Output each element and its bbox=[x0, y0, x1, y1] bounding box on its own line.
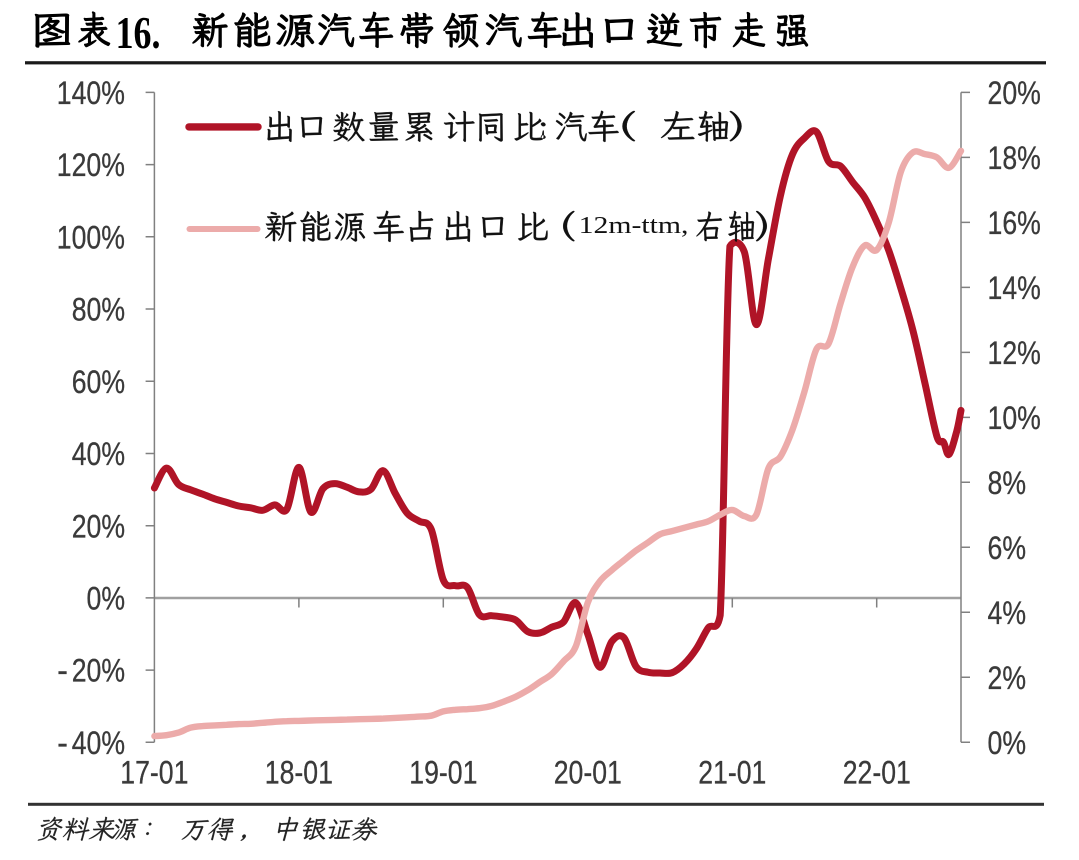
svg-text:100%: 100% bbox=[57, 220, 125, 256]
svg-text:0%: 0% bbox=[988, 725, 1027, 761]
svg-text:20%: 20% bbox=[988, 76, 1041, 112]
svg-text:2%: 2% bbox=[988, 660, 1027, 696]
svg-text:12%: 12% bbox=[988, 336, 1041, 372]
svg-text:10%: 10% bbox=[988, 401, 1041, 437]
svg-text:17-01: 17-01 bbox=[120, 755, 188, 791]
svg-text:-: - bbox=[57, 725, 68, 761]
svg-text:18%: 18% bbox=[988, 141, 1041, 177]
svg-text:6%: 6% bbox=[988, 530, 1027, 566]
svg-text:80%: 80% bbox=[72, 292, 125, 328]
svg-text:12m-ttm,: 12m-ttm, bbox=[579, 212, 689, 239]
svg-text:4%: 4% bbox=[988, 595, 1027, 631]
svg-text:20-01: 20-01 bbox=[554, 755, 622, 791]
svg-text:40%: 40% bbox=[72, 725, 125, 761]
svg-text:16.: 16. bbox=[116, 7, 161, 58]
svg-text:16%: 16% bbox=[988, 206, 1041, 242]
svg-text:-: - bbox=[57, 653, 68, 689]
svg-text:20%: 20% bbox=[72, 653, 125, 689]
svg-text:19-01: 19-01 bbox=[409, 755, 477, 791]
svg-text:0%: 0% bbox=[87, 581, 126, 617]
svg-text:18-01: 18-01 bbox=[265, 755, 333, 791]
svg-text:140%: 140% bbox=[57, 76, 125, 112]
svg-text:20%: 20% bbox=[72, 509, 125, 545]
svg-text:8%: 8% bbox=[988, 465, 1027, 501]
svg-text:120%: 120% bbox=[57, 148, 125, 184]
svg-text:60%: 60% bbox=[72, 364, 125, 400]
svg-text:22-01: 22-01 bbox=[843, 755, 911, 791]
svg-text:21-01: 21-01 bbox=[698, 755, 766, 791]
svg-text:14%: 14% bbox=[988, 271, 1041, 307]
svg-text:40%: 40% bbox=[72, 437, 125, 473]
